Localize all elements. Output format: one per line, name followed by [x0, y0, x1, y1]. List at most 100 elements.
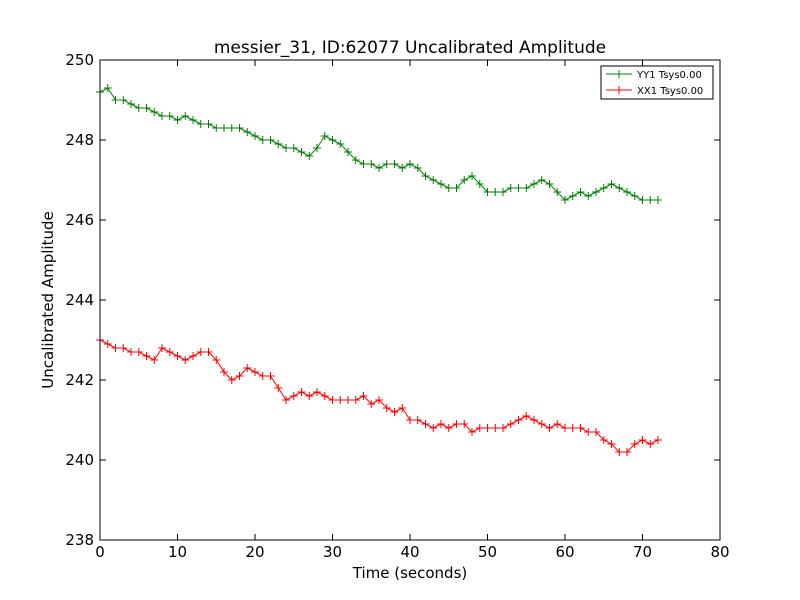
x-tick-label: 50: [478, 543, 497, 561]
data-point: [274, 384, 283, 392]
data-point: [344, 396, 352, 404]
x-tick-label: 10: [168, 543, 187, 561]
data-point: [204, 120, 213, 128]
x-tick-label: 30: [323, 543, 342, 561]
data-point: [537, 176, 546, 184]
y-axis-label: Uncalibrated Amplitude: [39, 211, 57, 388]
data-point: [568, 192, 577, 200]
data-point: [584, 192, 593, 200]
data-point: [336, 396, 345, 404]
data-point: [375, 164, 383, 172]
data-point: [150, 356, 159, 364]
data-point: [530, 416, 538, 424]
data-point: [150, 108, 159, 116]
data-point: [545, 424, 554, 432]
data-point: [375, 396, 383, 404]
data-point: [499, 424, 507, 432]
data-point: [336, 140, 345, 148]
legend-marker: [615, 70, 623, 78]
data-point: [491, 424, 500, 432]
plot-area: [96, 59, 721, 541]
data-point: [483, 424, 492, 432]
data-point: [119, 344, 128, 352]
data-point: [437, 180, 445, 188]
data-point: [227, 376, 236, 384]
data-point: [460, 420, 469, 428]
x-tick-label: 70: [633, 543, 652, 561]
data-point: [429, 424, 438, 432]
data-point: [452, 184, 461, 192]
data-point: [127, 100, 135, 108]
data-point: [165, 112, 174, 120]
data-point: [638, 436, 647, 444]
data-point: [251, 368, 259, 376]
data-point: [522, 184, 531, 192]
data-point: [514, 416, 523, 424]
data-point: [103, 84, 112, 92]
data-point: [514, 184, 523, 192]
data-point: [196, 120, 205, 128]
data-point: [630, 192, 639, 200]
data-point: [654, 436, 662, 444]
data-point: [615, 184, 624, 192]
data-point: [320, 132, 329, 140]
data-point: [646, 440, 655, 448]
x-tick-label: 0: [95, 543, 105, 561]
data-point: [220, 124, 228, 132]
data-point: [351, 156, 360, 164]
series-1: [96, 84, 662, 204]
data-point: [460, 176, 469, 184]
x-tick-label: 20: [245, 543, 264, 561]
data-point: [142, 104, 151, 112]
legend-box: [600, 65, 714, 100]
data-point: [212, 356, 221, 364]
legend-entry: YY1 Tsys0.00: [606, 70, 702, 81]
y-axis: 238 240 242 244 246 248 250: [65, 51, 720, 549]
data-point: [382, 404, 391, 412]
legend: YY1 Tsys0.00 XX1 Tsys0.00: [600, 65, 714, 100]
data-point: [367, 400, 376, 408]
data-point: [274, 140, 283, 148]
x-axis-label: Time (seconds): [352, 564, 468, 582]
data-point: [328, 136, 337, 144]
y-tick-label: 242: [65, 371, 94, 389]
data-point: [561, 424, 569, 432]
data-point: [173, 116, 182, 124]
data-point: [475, 424, 484, 432]
data-point: [646, 196, 655, 204]
data-point: [367, 160, 376, 168]
y-tick-label: 240: [65, 451, 94, 469]
data-point: [491, 188, 500, 196]
data-point: [522, 412, 531, 420]
data-point: [553, 420, 562, 428]
data-point: [475, 180, 484, 188]
data-point: [421, 420, 430, 428]
data-point: [413, 416, 422, 424]
data-point: [592, 428, 600, 436]
data-point: [537, 420, 546, 428]
data-point: [561, 196, 569, 204]
data-point: [654, 196, 662, 204]
data-point: [196, 348, 205, 356]
data-point: [530, 180, 538, 188]
data-point: [413, 164, 422, 172]
x-tick-label: 80: [710, 543, 729, 561]
data-point: [584, 428, 593, 436]
data-point: [390, 160, 399, 168]
data-point: [468, 428, 476, 436]
data-point: [158, 344, 166, 352]
data-point: [134, 104, 143, 112]
data-point: [243, 364, 252, 372]
data-point: [623, 448, 631, 456]
data-point: [615, 448, 624, 456]
data-point: [630, 440, 639, 448]
data-point: [344, 148, 352, 156]
data-point: [607, 180, 616, 188]
data-point: [499, 188, 507, 196]
data-point: [328, 396, 337, 404]
x-axis: 0 10 20 30 40 50 60 70 80: [95, 60, 730, 561]
data-point: [437, 420, 445, 428]
series-2: [96, 336, 662, 456]
data-point: [189, 352, 197, 360]
